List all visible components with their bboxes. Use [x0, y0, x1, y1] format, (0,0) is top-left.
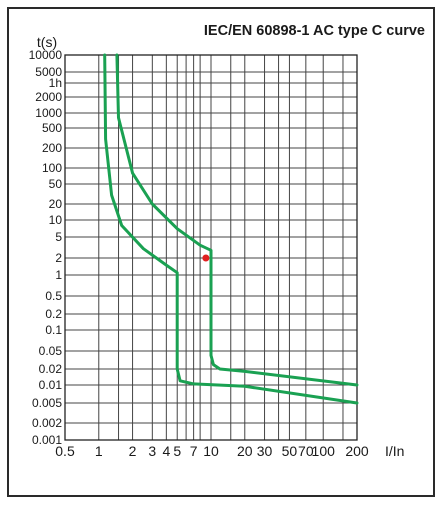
x-tick-label: 2 — [129, 443, 137, 459]
trip-curve-line — [103, 53, 359, 405]
x-tick-label: 100 — [312, 443, 336, 459]
x-axis-label: I/In — [385, 443, 404, 459]
y-tick-label: 1000 — [35, 106, 62, 120]
x-tick-label: 4 — [162, 443, 170, 459]
y-tick-label: 0.05 — [39, 344, 63, 358]
y-tick-label: 0.002 — [32, 416, 62, 430]
y-tick-label: 0.1 — [45, 323, 62, 337]
y-tick-label: 2 — [55, 251, 62, 265]
y-tick-label: 20 — [49, 197, 63, 211]
x-tick-label: 20 — [237, 443, 253, 459]
plot-border — [64, 54, 358, 441]
trip-curve-line — [115, 53, 359, 387]
y-tick-label: 1 — [55, 268, 62, 282]
y-tick-label: 0.005 — [32, 396, 62, 410]
y-tick-label: 1h — [49, 76, 62, 90]
y-tick-label: 2000 — [35, 90, 62, 104]
y-tick-label: 5000 — [35, 65, 62, 79]
y-tick-label: 5 — [55, 230, 62, 244]
y-tick-label: 100 — [42, 161, 62, 175]
x-tick-label: 7 — [190, 443, 198, 459]
y-tick-label: 0.001 — [32, 433, 62, 447]
y-tick-label: 0.2 — [45, 307, 62, 321]
y-axis-label: t(s) — [37, 34, 57, 50]
x-tick-label: 0.5 — [55, 443, 75, 459]
series-group — [103, 53, 359, 405]
y-tick-label: 0.02 — [39, 362, 63, 376]
x-tick-label: 30 — [257, 443, 273, 459]
y-tick-label: 10000 — [29, 48, 63, 62]
chart-title: IEC/EN 60898-1 AC type C curve — [204, 23, 425, 39]
x-tick-label: 3 — [148, 443, 156, 459]
x-tick-label: 5 — [173, 443, 181, 459]
x-tick-label: 1 — [95, 443, 103, 459]
x-tick-label: 50 — [282, 443, 298, 459]
red-marker-point — [202, 254, 210, 262]
x-tick-label: 200 — [345, 443, 369, 459]
y-tick-label: 0.01 — [39, 378, 63, 392]
y-tick-label: 50 — [49, 177, 63, 191]
x-tick-label: 70 — [298, 443, 314, 459]
y-tick-label: 10 — [49, 213, 63, 227]
trip-curve-chart: IEC/EN 60898-1 AC type C curve t(s) I/In… — [29, 23, 425, 459]
x-tick-label: 10 — [203, 443, 219, 459]
y-tick-label: 500 — [42, 121, 62, 135]
chart-frame: IEC/EN 60898-1 AC type C curve t(s) I/In… — [7, 7, 435, 497]
y-tick-label: 200 — [42, 141, 62, 155]
grid — [64, 54, 358, 441]
y-tick-label: 0.5 — [45, 289, 62, 303]
